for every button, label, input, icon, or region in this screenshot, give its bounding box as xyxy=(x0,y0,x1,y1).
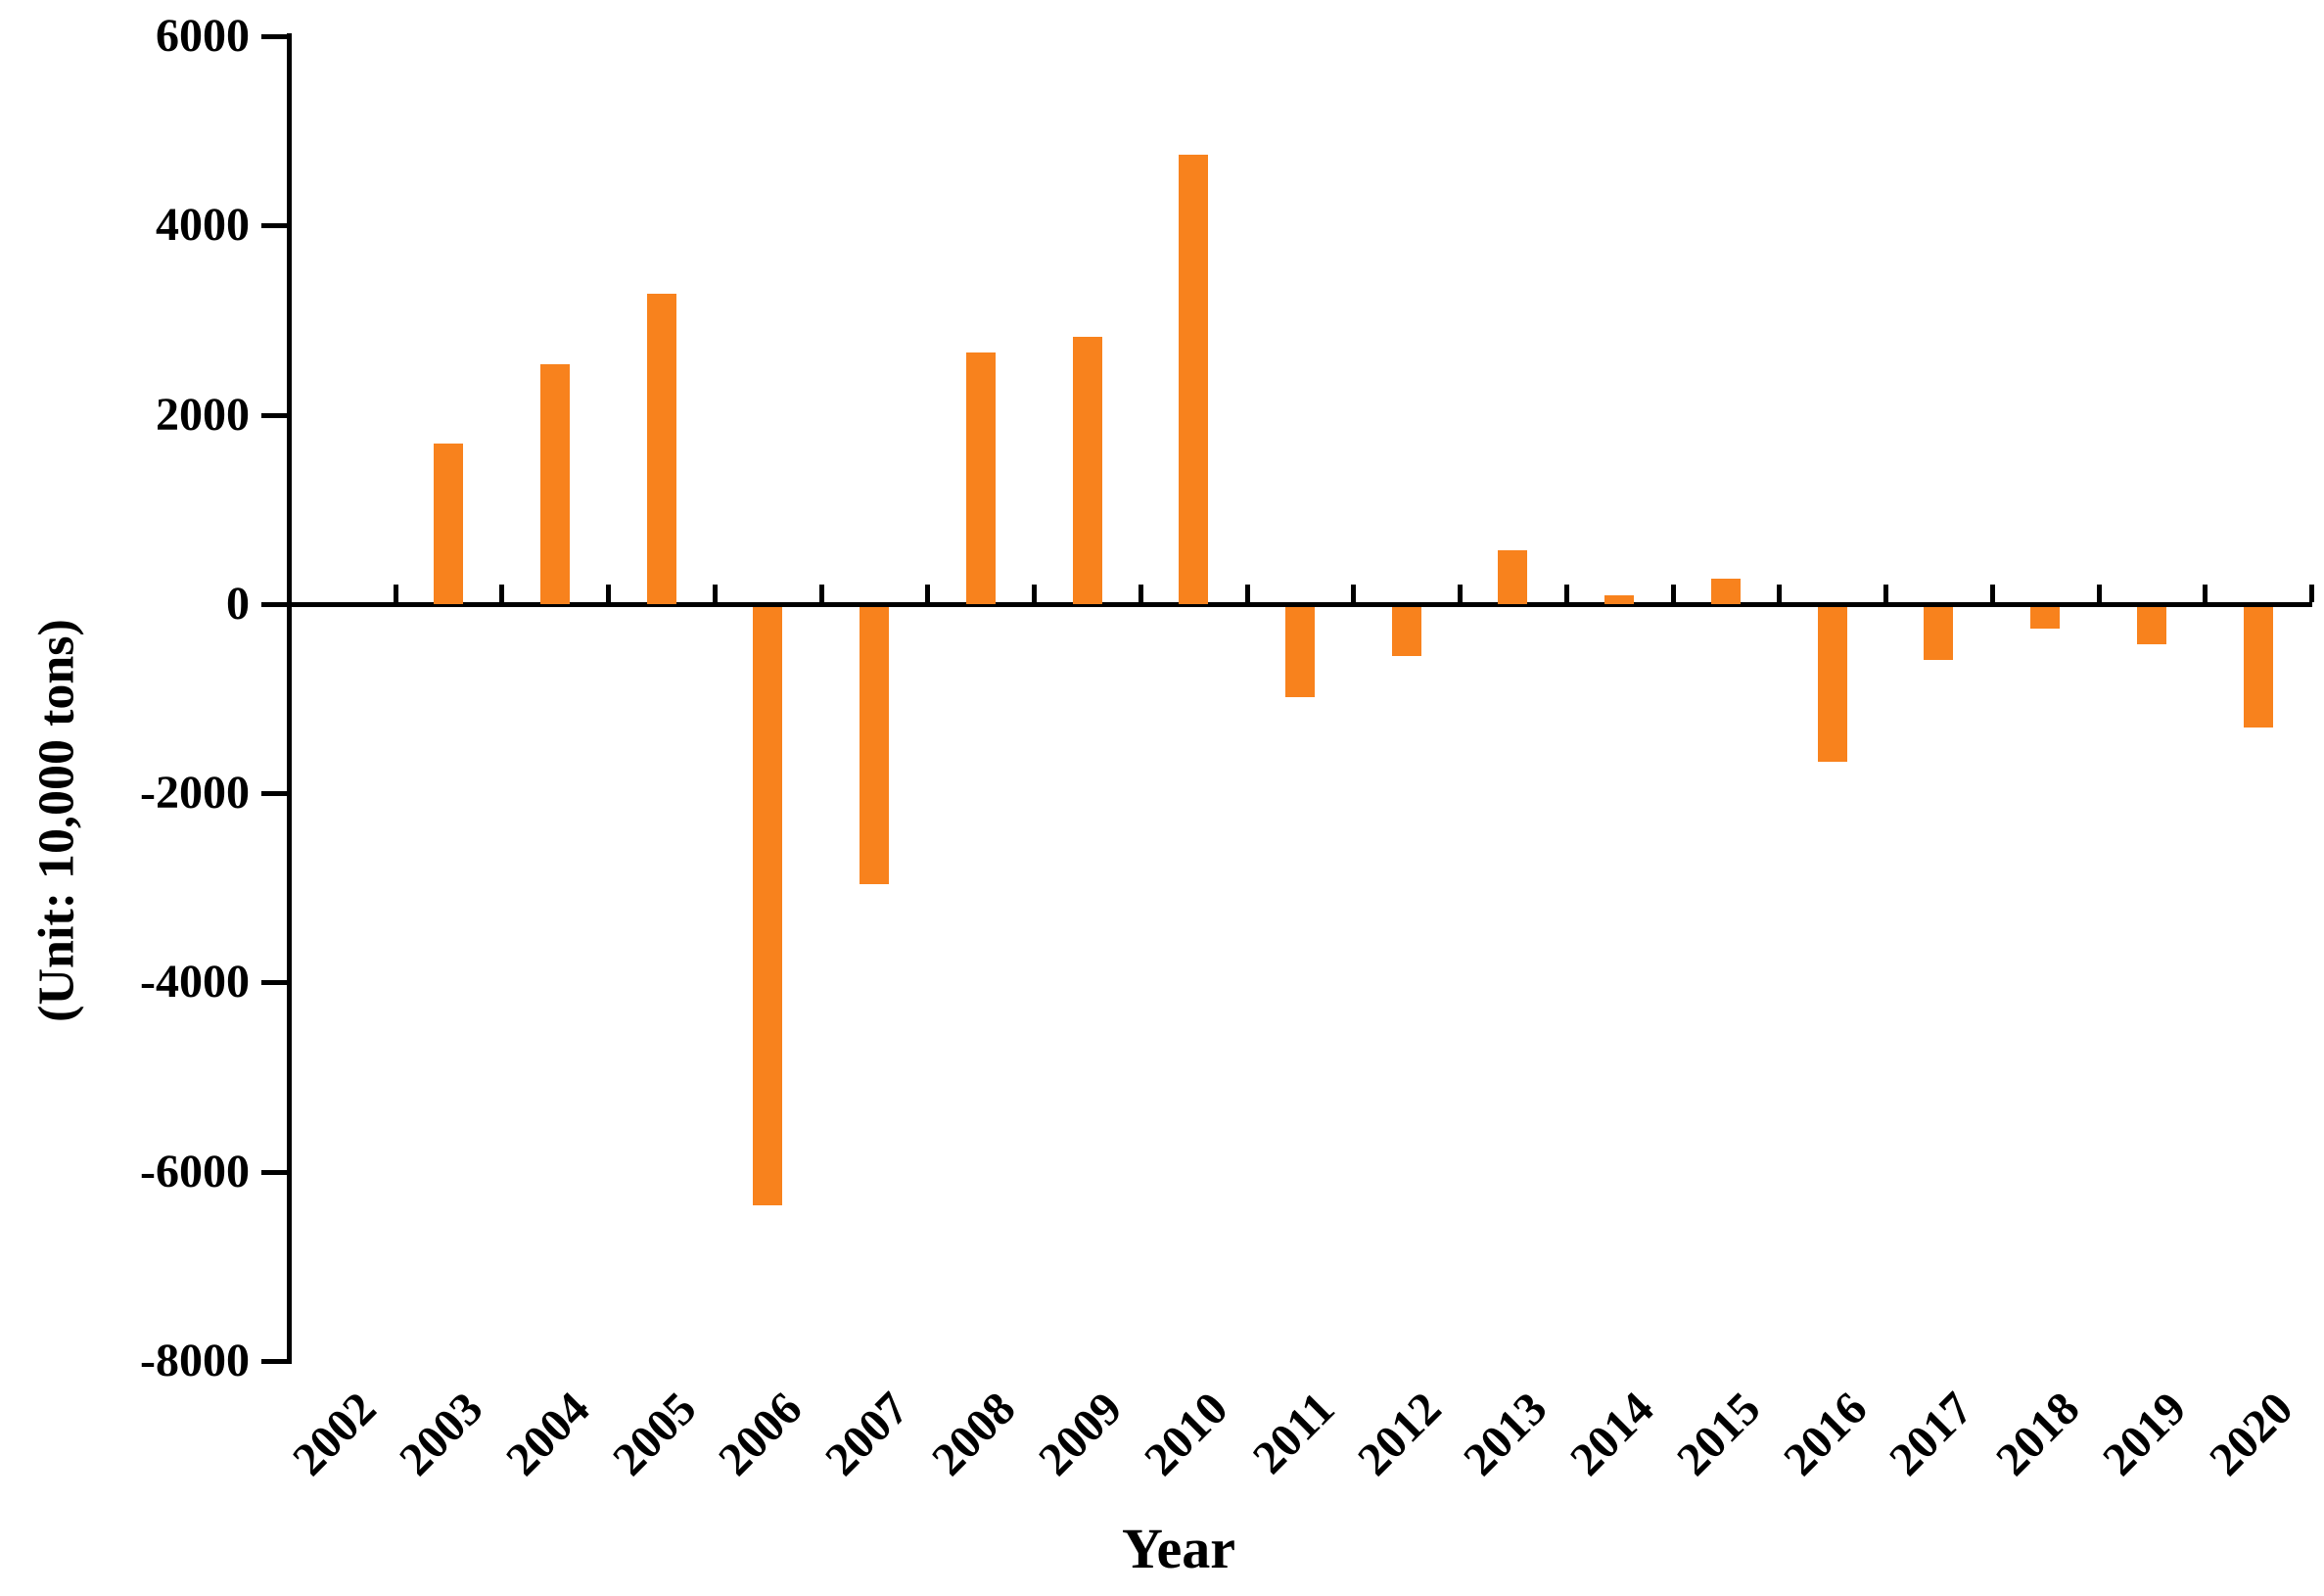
x-tick xyxy=(1671,585,1676,602)
bar-2003 xyxy=(434,444,463,604)
x-tick xyxy=(1883,585,1888,602)
bar-2015 xyxy=(1711,579,1741,604)
x-tick xyxy=(1351,585,1356,602)
bar-2018 xyxy=(2030,607,2060,629)
y-axis-line xyxy=(287,33,292,1364)
bar-2006 xyxy=(753,607,782,1205)
x-axis-zero-line xyxy=(287,602,2312,607)
y-tick xyxy=(261,413,287,418)
x-tick xyxy=(1032,585,1037,602)
y-tick-label: 2000 xyxy=(156,389,250,441)
bar-2009 xyxy=(1073,337,1102,604)
y-tick xyxy=(261,791,287,796)
y-tick-label: 6000 xyxy=(156,10,250,62)
x-tick xyxy=(2203,585,2208,602)
x-tick xyxy=(819,585,824,602)
x-tick xyxy=(1139,585,1143,602)
x-tick xyxy=(1777,585,1782,602)
y-tick xyxy=(261,1170,287,1175)
bar-2013 xyxy=(1498,550,1527,604)
x-tick xyxy=(2097,585,2102,602)
y-tick-label: 0 xyxy=(226,578,250,630)
x-tick xyxy=(394,585,398,602)
y-tick-label: 4000 xyxy=(156,199,250,251)
y-tick-label: -2000 xyxy=(140,767,250,819)
bar-2020 xyxy=(2244,607,2273,728)
y-tick-label: -4000 xyxy=(140,956,250,1008)
x-tick xyxy=(1564,585,1569,602)
y-tick-label: -8000 xyxy=(140,1335,250,1386)
y-tick xyxy=(261,980,287,985)
y-tick xyxy=(261,34,287,39)
y-tick xyxy=(261,223,287,228)
x-axis-title: Year xyxy=(1122,1517,1235,1580)
bar-2008 xyxy=(966,352,996,604)
y-tick xyxy=(261,602,287,607)
bar-2019 xyxy=(2137,607,2166,644)
bar-2014 xyxy=(1604,595,1634,604)
bar-2010 xyxy=(1179,155,1208,604)
bar-2005 xyxy=(647,294,676,604)
y-tick-label: -6000 xyxy=(140,1146,250,1197)
x-tick xyxy=(606,585,611,602)
x-tick xyxy=(925,585,930,602)
bar-2004 xyxy=(540,364,570,604)
x-tick xyxy=(1990,585,1995,602)
x-tick xyxy=(713,585,718,602)
y-tick xyxy=(261,1359,287,1364)
x-tick xyxy=(2309,585,2314,602)
bar-2007 xyxy=(860,607,889,884)
x-tick xyxy=(1458,585,1463,602)
bar-2011 xyxy=(1285,607,1315,697)
bar-2012 xyxy=(1392,607,1421,656)
bar-2016 xyxy=(1818,607,1847,762)
x-tick xyxy=(499,585,504,602)
bar-2017 xyxy=(1924,607,1953,660)
x-tick xyxy=(1245,585,1250,602)
